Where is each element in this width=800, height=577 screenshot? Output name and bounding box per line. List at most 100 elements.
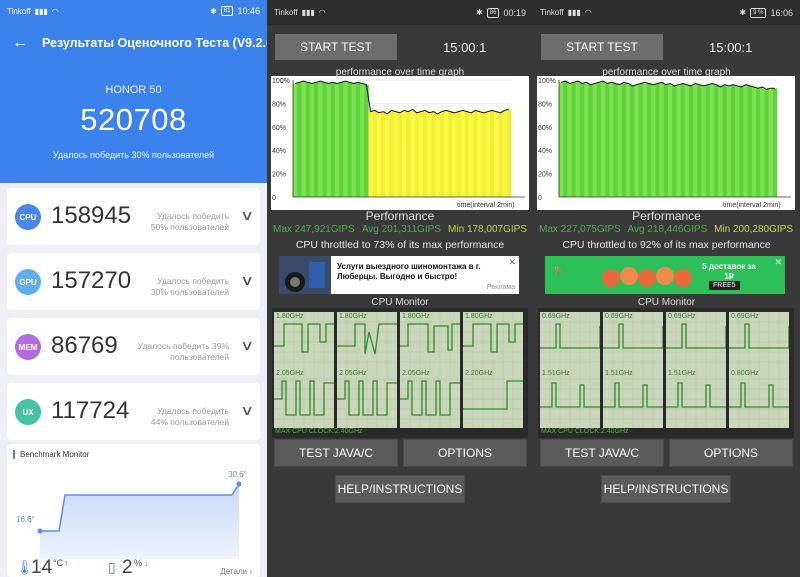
performance-bar xyxy=(481,112,487,197)
score-card-ux[interactable]: UX 117724 Удалось победить 44% пользовате… xyxy=(7,383,260,440)
performance-bar xyxy=(756,88,761,197)
performance-bar xyxy=(600,81,606,197)
start-test-button[interactable]: START TEST xyxy=(275,34,397,60)
chevron-down-icon[interactable]: ∨ xyxy=(239,402,255,418)
performance-bar xyxy=(705,84,711,197)
performance-bar xyxy=(293,83,298,197)
y-tick-label: 0 xyxy=(538,195,542,202)
performance-bar xyxy=(376,112,382,197)
core-frequency-line xyxy=(400,323,460,353)
start-test-button[interactable]: START TEST xyxy=(541,34,663,60)
performance-chart: 100% 80% 60% 40% 20% 0 time(interval 2min) xyxy=(538,78,791,209)
throttle-summary: CPU throttled to 73% of its max performa… xyxy=(295,239,505,251)
cpu-badge: CPU xyxy=(15,204,41,230)
chevron-down-icon[interactable]: ∨ xyxy=(239,207,255,223)
core-frequency: 2.05GHz xyxy=(339,370,367,377)
performance-bar xyxy=(485,111,491,197)
signal-icon: ▮▮▮ xyxy=(34,6,48,16)
chevron-down-icon[interactable]: ∨ xyxy=(239,337,255,353)
core-frequency-line xyxy=(337,323,397,355)
performance-bar xyxy=(422,110,428,197)
core-graph: 2.05GHz xyxy=(274,369,334,428)
performance-bar xyxy=(722,84,727,197)
carrier-label: Tinkoff xyxy=(274,8,298,17)
end-temp-point xyxy=(236,481,242,487)
performance-bar xyxy=(579,83,585,197)
performance-bar xyxy=(626,83,631,197)
score-value: 117724 xyxy=(51,397,130,424)
performance-bar xyxy=(322,82,327,197)
y-tick-label: 20% xyxy=(272,172,286,179)
ad-text: Услуги выездного шиномонтажа в г. Люберц… xyxy=(337,262,481,281)
performance-title: Performance xyxy=(365,209,435,223)
score-card-mem[interactable]: MEM 86769 Удалось победить 39% пользовате… xyxy=(7,318,260,375)
help-button[interactable]: HELP/INSTRUCTIONS xyxy=(335,475,465,503)
battery-indicator: 86 xyxy=(486,7,500,18)
performance-bar xyxy=(364,84,369,197)
ad-promo-code: FREE5 xyxy=(709,281,740,290)
battery-unit: % xyxy=(134,558,143,568)
core-graph: 1.80GHz xyxy=(337,312,397,371)
core-frequency: 0.80GHz xyxy=(731,370,759,377)
performance-bar xyxy=(672,85,677,197)
performance-bar xyxy=(613,83,618,197)
performance-bar xyxy=(360,83,365,197)
core-frequency: 0.69GHz xyxy=(668,313,696,320)
core-graph: 2.05GHz xyxy=(400,369,460,428)
performance-bar xyxy=(414,112,420,197)
help-button[interactable]: HELP/INSTRUCTIONS xyxy=(601,475,731,503)
core-frequency: 1.51GHz xyxy=(605,370,633,377)
ad-banner[interactable]: Услуги выездного шиномонтажа в г. Люберц… xyxy=(279,256,519,294)
score-card-cpu[interactable]: CPU 158945 Удалось победить 50% пользоват… xyxy=(7,188,260,245)
core-frequency: 0.69GHz xyxy=(731,313,759,320)
min-gips: Min 200,280GIPS xyxy=(714,224,793,235)
core-frequency: 2.05GHz xyxy=(276,370,304,377)
end-temp-label: 30.6° xyxy=(228,470,247,479)
temp-rise-value: 14 xyxy=(31,557,53,577)
core-frequency-line xyxy=(463,323,523,353)
core-graph: 1.80GHz xyxy=(400,312,460,371)
performance-bar xyxy=(397,112,403,197)
core-graph: 2.20GHz xyxy=(463,369,523,428)
performance-bar xyxy=(718,87,723,197)
close-icon[interactable]: ✕ xyxy=(774,257,782,267)
score-description: Удалось победить 44% пользователей xyxy=(150,406,229,427)
details-link[interactable]: Детали › xyxy=(220,567,252,576)
status-bar: Tinkoff ▮▮▮ ◠ ✱ 9 % 16:06 xyxy=(533,0,800,25)
total-score: 520708 xyxy=(80,102,187,137)
performance-bar xyxy=(460,110,466,197)
ad-image xyxy=(602,267,692,287)
gpu-badge: GPU xyxy=(15,269,41,295)
chevron-down-icon[interactable]: ∨ xyxy=(239,272,255,288)
core-frequency-line xyxy=(666,382,726,408)
performance-bar xyxy=(372,110,378,197)
performance-bar xyxy=(326,83,332,197)
performance-bar xyxy=(688,85,694,197)
y-tick-label: 40% xyxy=(272,148,286,155)
y-tick-label: 100% xyxy=(538,78,556,85)
page-title: ← Результаты Оценочного Теста (V9.2.6) xyxy=(12,34,267,52)
test-java-button[interactable]: TEST JAVA/C xyxy=(540,439,664,467)
close-icon[interactable]: ✕ xyxy=(508,257,516,267)
performance-bar xyxy=(494,111,499,197)
options-button[interactable]: OPTIONS xyxy=(403,439,527,467)
performance-bar xyxy=(663,84,669,197)
performance-bar xyxy=(498,112,503,197)
performance-bar xyxy=(751,87,757,197)
options-button[interactable]: OPTIONS xyxy=(669,439,793,467)
test-java-button[interactable]: TEST JAVA/C xyxy=(274,439,398,467)
performance-bar xyxy=(368,111,373,197)
device-name: HONOR 50 xyxy=(105,84,162,96)
throttle-summary: CPU throttled to 92% of its max performa… xyxy=(562,239,771,251)
battery-indicator: 9 % xyxy=(750,7,767,18)
core-graph: 1.51GHz xyxy=(603,369,663,428)
score-card-gpu[interactable]: GPU 157270 Удалось победить 30% пользоват… xyxy=(7,253,260,310)
core-frequency: 1.80GHz xyxy=(339,313,367,320)
core-frequency-line xyxy=(463,380,523,410)
back-arrow-icon[interactable]: ← xyxy=(12,34,28,51)
performance-bar xyxy=(592,83,598,197)
ad-banner[interactable]: 🦌 5 доставок за 1₽ FREE5 ✕ xyxy=(545,256,785,294)
status-time: 10:46 xyxy=(237,6,260,16)
performance-bar xyxy=(621,82,627,197)
performance-bar xyxy=(464,111,470,197)
